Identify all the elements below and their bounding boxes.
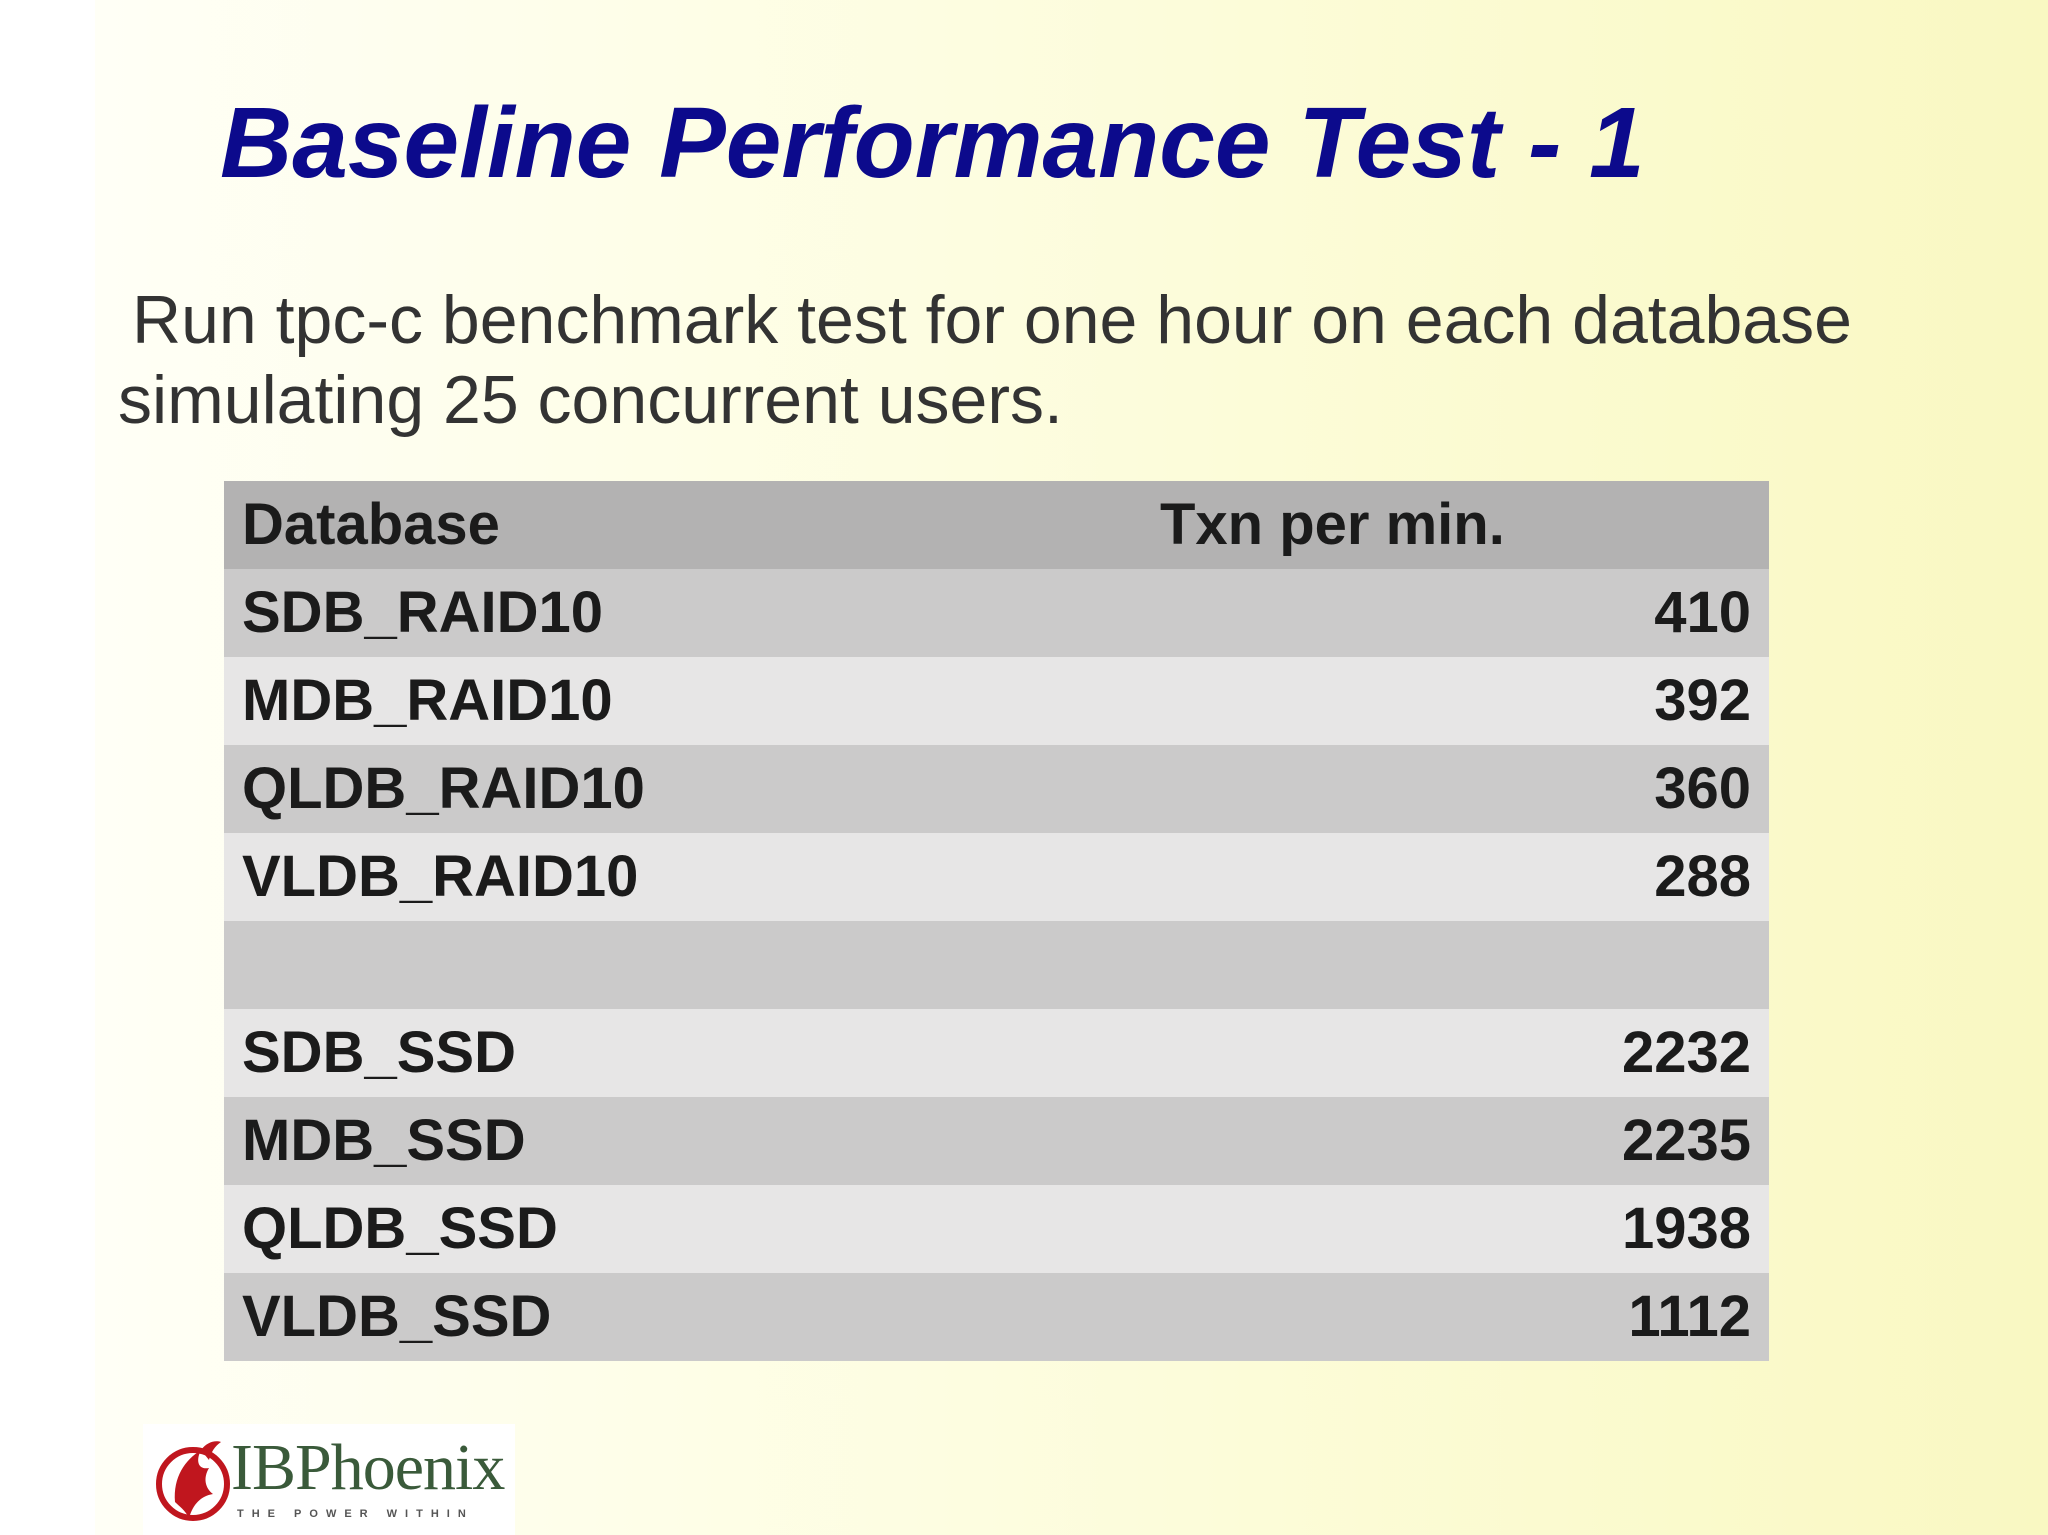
cell-txn: 392	[1160, 657, 1769, 745]
cell-txn: 2235	[1160, 1097, 1769, 1185]
cell-database: MDB_SSD	[224, 1097, 1160, 1185]
header-database: Database	[224, 481, 1160, 569]
cell-txn: 1112	[1160, 1273, 1769, 1361]
table-row: MDB_RAID10 392	[224, 657, 1769, 745]
results-table: Database Txn per min. SDB_RAID10 410 MDB…	[224, 481, 1769, 1361]
cell-database: SDB_RAID10	[224, 569, 1160, 657]
table-row: SDB_SSD 2232	[224, 1009, 1769, 1097]
header-txn-per-min: Txn per min.	[1160, 481, 1769, 569]
cell-database: SDB_SSD	[224, 1009, 1160, 1097]
subtitle-line-1: Run tpc-c benchmark test for one hour on…	[132, 282, 1852, 358]
phoenix-icon	[156, 1441, 230, 1521]
slide-title: Baseline Performance Test - 1	[220, 87, 1645, 199]
table-row: QLDB_RAID10 360	[224, 745, 1769, 833]
table-row: QLDB_SSD 1938	[224, 1185, 1769, 1273]
table-row: MDB_SSD 2235	[224, 1097, 1769, 1185]
subtitle-line-2: simulating 25 concurrent users.	[118, 362, 1063, 438]
ibphoenix-logo: IBPhoenix THE POWER WITHIN	[143, 1424, 515, 1535]
cell-txn: 1938	[1160, 1185, 1769, 1273]
cell-txn: 360	[1160, 745, 1769, 833]
cell-database: VLDB_SSD	[224, 1273, 1160, 1361]
cell-database: QLDB_SSD	[224, 1185, 1160, 1273]
logo-text: IBPhoenix	[231, 1431, 505, 1504]
cell-database	[224, 921, 1160, 1009]
cell-txn: 288	[1160, 833, 1769, 921]
cell-database: VLDB_RAID10	[224, 833, 1160, 921]
slide-subtitle: Run tpc-c benchmark test for one hour on…	[118, 280, 2018, 440]
cell-txn	[1160, 921, 1769, 1009]
table-row-empty	[224, 921, 1769, 1009]
table-row: VLDB_SSD 1112	[224, 1273, 1769, 1361]
table-header-row: Database Txn per min.	[224, 481, 1769, 569]
cell-txn: 410	[1160, 569, 1769, 657]
table-row: SDB_RAID10 410	[224, 569, 1769, 657]
cell-txn: 2232	[1160, 1009, 1769, 1097]
table-row: VLDB_RAID10 288	[224, 833, 1769, 921]
cell-database: MDB_RAID10	[224, 657, 1160, 745]
cell-database: QLDB_RAID10	[224, 745, 1160, 833]
logo-tagline: THE POWER WITHIN	[237, 1508, 474, 1520]
